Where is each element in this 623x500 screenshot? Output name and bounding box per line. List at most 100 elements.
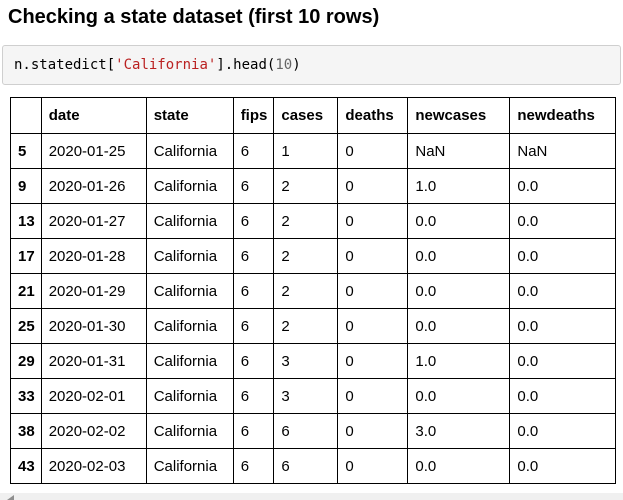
cell-fips: 6 <box>232 203 275 239</box>
cell-deaths: 0 <box>337 203 409 239</box>
column-header-date: date <box>40 97 147 134</box>
cell-newdeaths: 0.0 <box>509 378 617 414</box>
cell-cases: 3 <box>273 378 339 414</box>
code-text: n.statedict['California'].head(10) <box>14 57 301 73</box>
cell-cases: 3 <box>273 343 339 379</box>
cell-state: California <box>145 168 234 204</box>
row-index-cell: 33 <box>10 378 42 414</box>
cell-date: 2020-01-30 <box>40 308 147 344</box>
table-row: 43 2020-02-03 California 6 6 0 0.0 0.0 <box>10 448 617 484</box>
column-header-index <box>10 97 42 134</box>
column-header-state: state <box>145 97 234 134</box>
cell-newcases: 0.0 <box>407 273 511 309</box>
cell-cases: 2 <box>273 273 339 309</box>
scroll-left-arrow-icon[interactable] <box>7 495 14 500</box>
cell-fips: 6 <box>232 448 275 484</box>
cell-fips: 6 <box>232 273 275 309</box>
row-index-cell: 5 <box>10 133 42 169</box>
cell-date: 2020-02-01 <box>40 378 147 414</box>
cell-newcases: 0.0 <box>407 378 511 414</box>
cell-newdeaths: 0.0 <box>509 238 617 274</box>
cell-fips: 6 <box>232 238 275 274</box>
row-index-cell: 38 <box>10 413 42 449</box>
row-index-cell: 13 <box>10 203 42 239</box>
cell-state: California <box>145 413 234 449</box>
cell-newdeaths: 0.0 <box>509 448 617 484</box>
cell-state: California <box>145 133 234 169</box>
column-header-fips: fips <box>232 97 275 134</box>
row-index-cell: 43 <box>10 448 42 484</box>
cell-newdeaths: NaN <box>509 133 617 169</box>
table-row: 13 2020-01-27 California 6 2 0 0.0 0.0 <box>10 203 617 239</box>
cell-date: 2020-01-28 <box>40 238 147 274</box>
cell-deaths: 0 <box>337 273 409 309</box>
table-row: 29 2020-01-31 California 6 3 0 1.0 0.0 <box>10 343 617 379</box>
cell-cases: 2 <box>273 168 339 204</box>
cell-deaths: 0 <box>337 168 409 204</box>
table-row: 5 2020-01-25 California 6 1 0 NaN NaN <box>10 133 617 169</box>
cell-date: 2020-01-31 <box>40 343 147 379</box>
table-row: 17 2020-01-28 California 6 2 0 0.0 0.0 <box>10 238 617 274</box>
table-body: 5 2020-01-25 California 6 1 0 NaN NaN 9 2020-01-2… <box>10 133 617 484</box>
cell-date: 2020-01-27 <box>40 203 147 239</box>
cell-date: 2020-02-03 <box>40 448 147 484</box>
table-row: 33 2020-02-01 California 6 3 0 0.0 0.0 <box>10 378 617 414</box>
cell-newdeaths: 0.0 <box>509 413 617 449</box>
cell-newcases: 0.0 <box>407 203 511 239</box>
cell-cases: 1 <box>273 133 339 169</box>
cell-fips: 6 <box>232 168 275 204</box>
cell-newdeaths: 0.0 <box>509 168 617 204</box>
cell-state: California <box>145 378 234 414</box>
cell-newcases: 1.0 <box>407 168 511 204</box>
cell-newdeaths: 0.0 <box>509 273 617 309</box>
cell-newdeaths: 0.0 <box>509 343 617 379</box>
cell-fips: 6 <box>232 133 275 169</box>
cell-deaths: 0 <box>337 308 409 344</box>
cell-fips: 6 <box>232 413 275 449</box>
cell-fips: 6 <box>232 378 275 414</box>
cell-deaths: 0 <box>337 378 409 414</box>
cell-cases: 2 <box>273 308 339 344</box>
cell-date: 2020-01-26 <box>40 168 147 204</box>
cell-newcases: 0.0 <box>407 308 511 344</box>
cell-fips: 6 <box>232 308 275 344</box>
page-title: Checking a state dataset (first 10 rows) <box>8 6 380 28</box>
cell-date: 2020-01-29 <box>40 273 147 309</box>
cell-fips: 6 <box>232 343 275 379</box>
cell-newcases: 0.0 <box>407 238 511 274</box>
cell-state: California <box>145 273 234 309</box>
table-header-row: date state fips cases deaths newcases newdeath… <box>10 97 617 134</box>
cell-deaths: 0 <box>337 238 409 274</box>
code-token-plain: n.statedict[ <box>14 57 116 73</box>
dataframe-table: date state fips cases deaths newcases newdeath… <box>10 97 617 484</box>
code-token-string: 'California' <box>115 57 217 73</box>
cell-date: 2020-02-02 <box>40 413 147 449</box>
code-token-plain: ].head( <box>216 57 276 73</box>
code-token-plain: ) <box>292 57 301 73</box>
cell-newdeaths: 0.0 <box>509 308 617 344</box>
column-header-newdeaths: newdeaths <box>509 97 617 134</box>
cell-cases: 6 <box>273 413 339 449</box>
row-index-cell: 29 <box>10 343 42 379</box>
cell-cases: 6 <box>273 448 339 484</box>
row-index-cell: 9 <box>10 168 42 204</box>
column-header-deaths: deaths <box>337 97 409 134</box>
row-index-cell: 21 <box>10 273 42 309</box>
column-header-newcases: newcases <box>407 97 511 134</box>
cell-state: California <box>145 203 234 239</box>
cell-newcases: 1.0 <box>407 343 511 379</box>
cell-deaths: 0 <box>337 448 409 484</box>
horizontal-scrollbar[interactable] <box>0 493 623 500</box>
cell-state: California <box>145 308 234 344</box>
code-token-number: 10 <box>275 57 293 73</box>
table-row: 25 2020-01-30 California 6 2 0 0.0 0.0 <box>10 308 617 344</box>
cell-deaths: 0 <box>337 413 409 449</box>
cell-state: California <box>145 448 234 484</box>
table-row: 21 2020-01-29 California 6 2 0 0.0 0.0 <box>10 273 617 309</box>
cell-deaths: 0 <box>337 133 409 169</box>
cell-newcases: NaN <box>407 133 511 169</box>
code-input-cell[interactable]: n.statedict['California'].head(10) <box>2 45 621 85</box>
cell-deaths: 0 <box>337 343 409 379</box>
notebook-page: Checking a state dataset (first 10 rows)… <box>0 5 623 500</box>
cell-newdeaths: 0.0 <box>509 203 617 239</box>
